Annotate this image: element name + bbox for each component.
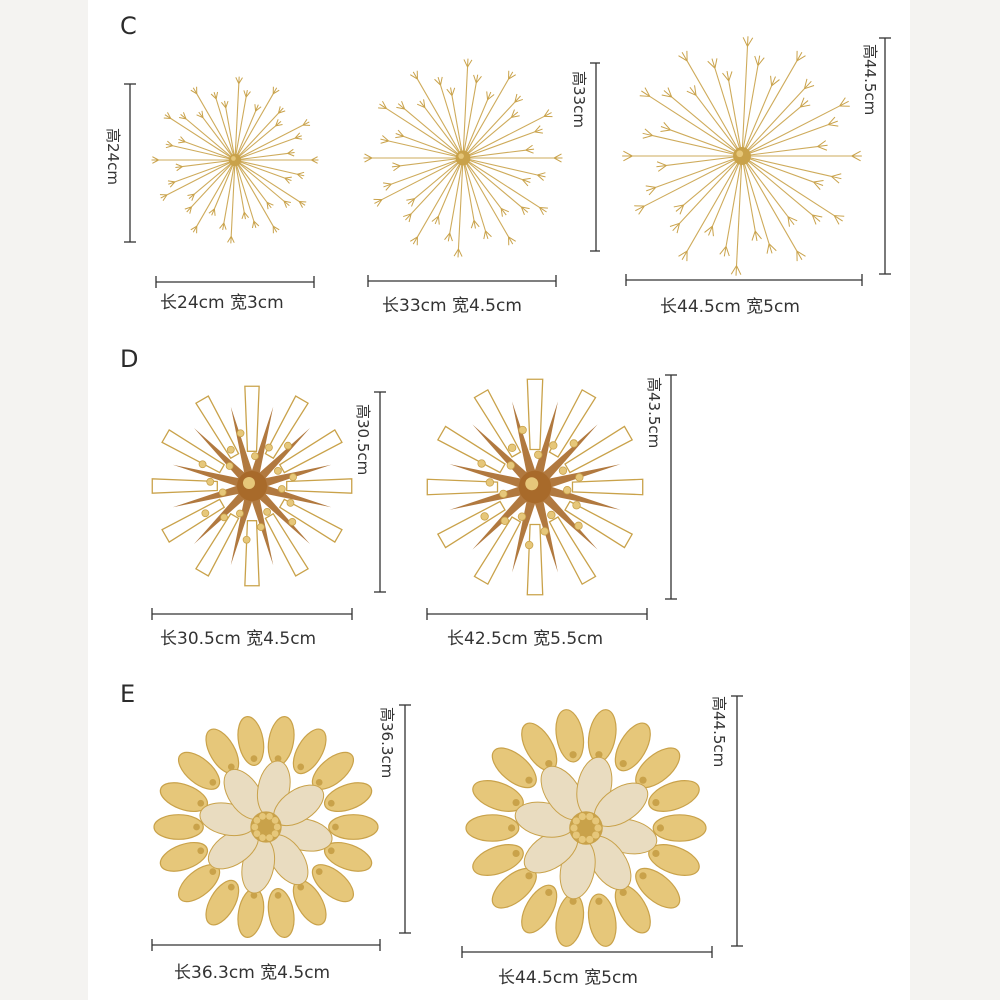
dimension-lines xyxy=(151,391,386,620)
dimension-lines xyxy=(151,704,411,951)
dandelion-large: 高44.5cm 长44.5cm 宽5cm xyxy=(620,30,900,320)
width-label: 长36.3cm 宽4.5cm xyxy=(174,963,331,983)
height-label: 高44.5cm xyxy=(710,696,728,768)
width-label: 长44.5cm 宽5cm xyxy=(498,968,638,988)
width-label: 长24cm 宽3cm xyxy=(160,293,284,313)
width-label: 长42.5cm 宽5.5cm xyxy=(447,629,604,649)
lotus-ornament-image xyxy=(465,709,707,947)
starburst-small: 高30.5cm 长30.5cm 宽4.5cm xyxy=(140,370,400,660)
dandelion-ornament-image xyxy=(151,76,319,244)
dandelion-ornament-image xyxy=(622,36,862,276)
section-c-label: C xyxy=(120,12,137,40)
height-label: 高43.5cm xyxy=(645,377,663,449)
dimension-lines xyxy=(124,83,315,288)
lotus-large: 高44.5cm 长44.5cm 宽5cm xyxy=(450,690,750,995)
height-label: 高30.5cm xyxy=(354,404,372,476)
starburst-ornament-image xyxy=(426,378,644,596)
width-label: 长44.5cm 宽5cm xyxy=(660,297,800,317)
height-label: 高33cm xyxy=(570,71,588,128)
lotus-small: 高36.3cm 长36.3cm 宽4.5cm xyxy=(140,695,420,995)
lotus-ornament-image xyxy=(153,716,379,938)
height-label: 高24cm xyxy=(104,128,122,185)
dimension-lines xyxy=(625,37,891,286)
section-e-label: E xyxy=(120,680,136,708)
starburst-ornament-image xyxy=(151,385,353,587)
dimension-lines xyxy=(426,374,677,620)
starburst-large: 高43.5cm 长42.5cm 宽5.5cm xyxy=(415,365,690,660)
height-label: 高44.5cm xyxy=(861,44,879,116)
width-label: 长30.5cm 宽4.5cm xyxy=(160,629,317,649)
dandelion-small: 高24cm 长24cm 宽3cm xyxy=(100,70,340,313)
dimension-lines xyxy=(461,695,743,958)
dimension-lines xyxy=(367,62,600,287)
dandelion-ornament-image xyxy=(363,58,563,258)
height-label: 高36.3cm xyxy=(378,707,396,779)
dandelion-medium: 高33cm 长33cm 宽4.5cm xyxy=(360,55,600,316)
section-d-label: D xyxy=(120,345,139,373)
width-label: 长33cm 宽4.5cm xyxy=(382,296,522,316)
